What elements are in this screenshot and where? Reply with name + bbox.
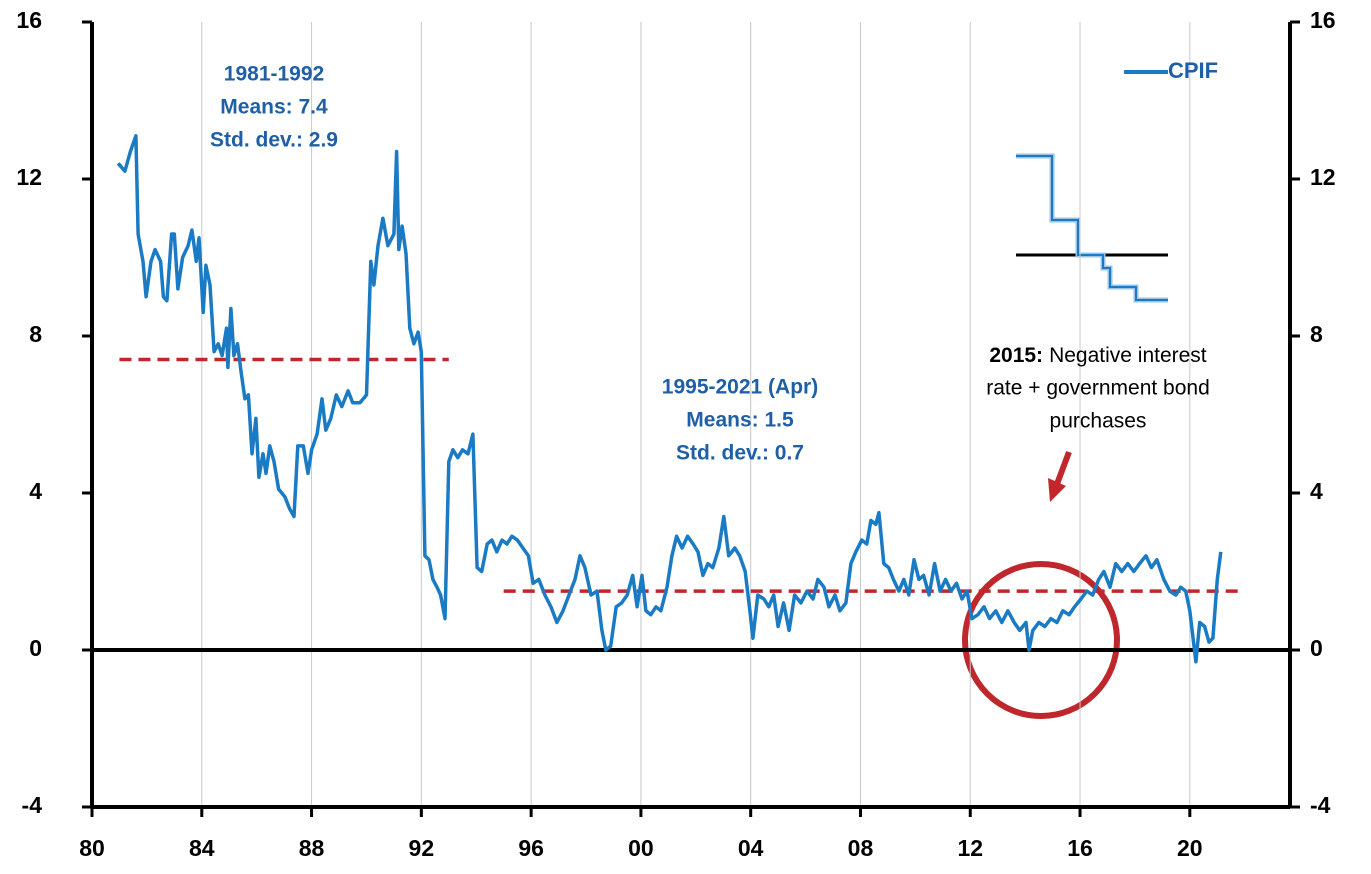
y-tick-label: 8 <box>29 321 42 347</box>
annotation-line: 1981-1992 <box>224 63 324 86</box>
legend-inset-graphic <box>1016 153 1168 303</box>
arrow <box>1048 450 1072 502</box>
x-tick-label: 04 <box>738 835 764 861</box>
cpif-line <box>116 134 1223 664</box>
x-tick-label: 16 <box>1067 835 1093 861</box>
annotation-line: Std. dev.: 2.9 <box>210 129 338 152</box>
y-tick-label: -4 <box>22 792 43 818</box>
annotation-line: rate + government bond <box>986 377 1210 400</box>
y2-tick-label: 0 <box>1310 635 1323 661</box>
annotation-line: Means: 1.5 <box>686 409 794 432</box>
y2-tick-label: 4 <box>1310 478 1323 504</box>
legend-label: CPIF <box>1168 58 1218 83</box>
annotation-lead: 2015: <box>989 344 1043 367</box>
y-tick-label: 4 <box>29 478 42 504</box>
annotation-line: Means: 7.4 <box>220 96 328 119</box>
annotation-line: Std. dev.: 0.7 <box>676 442 804 465</box>
annotation-line: Negative interest <box>1049 344 1207 367</box>
y2-tick-label: 16 <box>1310 7 1336 33</box>
annotation: 2015: Negative interest <box>989 344 1206 367</box>
y2-tick-label: -4 <box>1310 792 1331 818</box>
x-tick-label: 92 <box>409 835 435 861</box>
highlight-circle <box>962 561 1120 719</box>
y-tick-label: 12 <box>16 164 42 190</box>
annotation-line: 1995-2021 (Apr) <box>662 376 818 399</box>
x-tick-label: 00 <box>628 835 654 861</box>
y-tick-label: 16 <box>16 7 42 33</box>
x-tick-label: 80 <box>79 835 105 861</box>
x-tick-label: 88 <box>299 835 325 861</box>
y2-tick-label: 12 <box>1310 164 1336 190</box>
x-tick-label: 08 <box>848 835 874 861</box>
x-tick-label: 96 <box>518 835 544 861</box>
x-tick-label: 20 <box>1177 835 1203 861</box>
x-tick-label: 84 <box>189 835 215 861</box>
x-tick-label: 12 <box>957 835 983 861</box>
y-tick-label: 0 <box>29 635 42 661</box>
annotation-line: purchases <box>1050 410 1147 433</box>
y2-tick-label: 8 <box>1310 321 1323 347</box>
